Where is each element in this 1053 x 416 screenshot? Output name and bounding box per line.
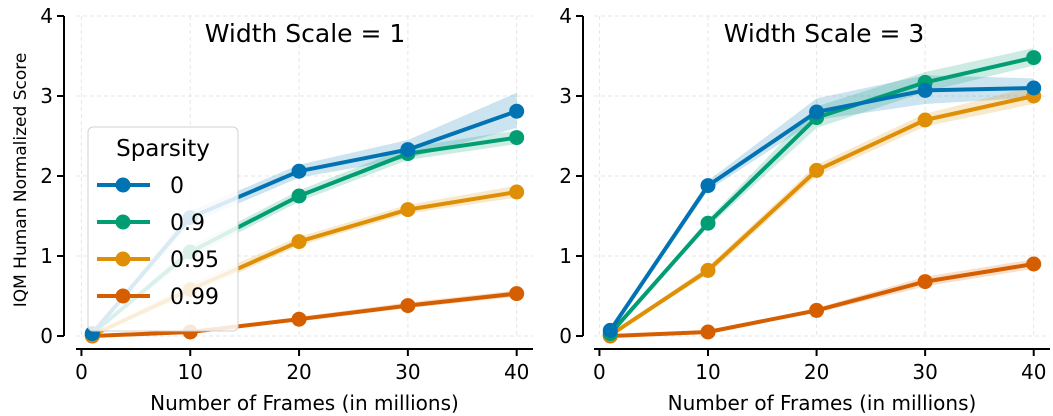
legend-label-0.95: 0.95 <box>170 248 219 273</box>
y-tick-label: 2 <box>559 164 572 188</box>
x-tick-label: 40 <box>1021 360 1046 384</box>
data-point <box>291 311 307 327</box>
y-tick-label: 1 <box>40 244 53 268</box>
panel-title: Width Scale = 3 <box>724 19 925 48</box>
data-point <box>700 215 716 231</box>
data-point <box>509 184 525 200</box>
legend-marker-0.95 <box>115 251 131 267</box>
data-point <box>291 188 307 204</box>
y-tick-label: 0 <box>40 324 53 348</box>
x-tick-label: 20 <box>286 360 311 384</box>
legend-marker-0 <box>115 177 131 193</box>
data-point <box>700 262 716 278</box>
data-point <box>509 286 525 302</box>
data-point <box>400 142 416 158</box>
data-point <box>400 298 416 314</box>
x-tick-label: 10 <box>178 360 203 384</box>
y-tick-label: 3 <box>559 84 572 108</box>
x-tick-label: 20 <box>804 360 829 384</box>
x-tick-label: 30 <box>912 360 937 384</box>
y-tick-label: 2 <box>40 164 53 188</box>
x-axis-label: Number of Frames (in millions) <box>668 391 977 415</box>
panel-title: Width Scale = 1 <box>205 19 406 48</box>
data-point <box>917 82 933 98</box>
legend-label-0.9: 0.9 <box>170 211 205 236</box>
data-point <box>1026 256 1042 272</box>
data-point <box>291 234 307 250</box>
y-tick-label: 4 <box>559 4 572 28</box>
legend: Sparsity 0 0.9 0.95 0.99 <box>87 126 239 332</box>
legend-label-0.99: 0.99 <box>170 285 219 310</box>
data-point <box>400 202 416 218</box>
data-point <box>509 130 525 146</box>
data-point <box>917 112 933 128</box>
legend-title: Sparsity <box>116 136 210 162</box>
y-tick-label: 3 <box>40 84 53 108</box>
x-axis-label: Number of Frames (in millions) <box>150 391 459 415</box>
y-tick-label: 1 <box>559 244 572 268</box>
data-point <box>917 274 933 290</box>
data-point <box>809 302 825 318</box>
data-point <box>1026 80 1042 96</box>
data-point <box>1026 50 1042 66</box>
x-tick-label: 40 <box>504 360 529 384</box>
confidence-band-0.95 <box>610 86 1034 336</box>
data-point <box>291 163 307 179</box>
x-tick-label: 10 <box>695 360 720 384</box>
x-tick-label: 30 <box>395 360 420 384</box>
series-line-0.95 <box>609 94 1035 337</box>
y-tick-label: 0 <box>559 324 572 348</box>
legend-marker-0.9 <box>115 214 131 230</box>
data-point <box>809 104 825 120</box>
data-point <box>809 162 825 178</box>
data-point <box>700 178 716 194</box>
data-point <box>700 324 716 340</box>
data-point <box>509 103 525 119</box>
legend-marker-0.99 <box>115 288 131 304</box>
x-tick-label: 0 <box>75 360 88 384</box>
y-axis-label: IQM Human Normalized Score <box>11 53 31 308</box>
data-point <box>602 322 618 338</box>
x-tick-label: 0 <box>593 360 606 384</box>
series-line-0.99 <box>610 262 1035 338</box>
y-tick-label: 4 <box>40 4 53 28</box>
legend-label-0: 0 <box>170 174 184 199</box>
confidence-band-0.99 <box>610 259 1034 336</box>
confidence-band-0.9 <box>610 48 1034 335</box>
